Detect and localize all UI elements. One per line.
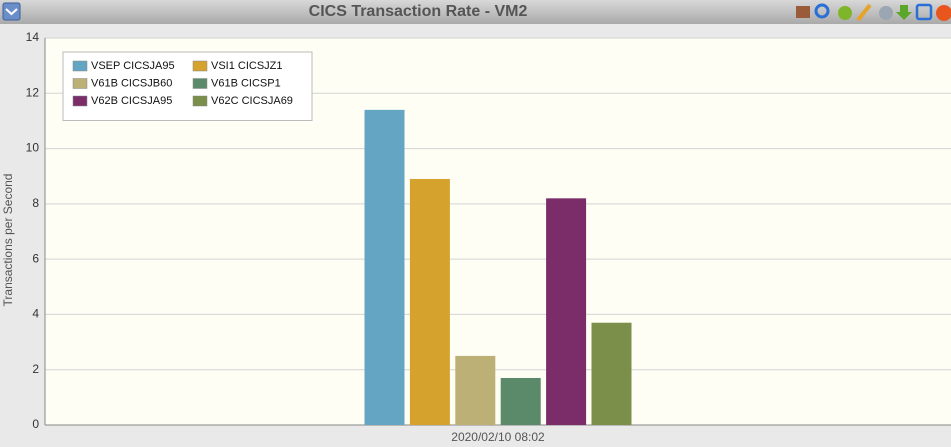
legend-label: V62B CICSJA95 (91, 95, 172, 107)
download-button[interactable] (896, 5, 912, 20)
bar (546, 198, 587, 425)
legend-box (62, 51, 313, 121)
bar (409, 178, 450, 425)
title-bar (0, 0, 951, 24)
y-tick-label: 14 (26, 30, 40, 44)
y-tick-label: 4 (32, 307, 39, 321)
y-tick-label: 2 (32, 362, 39, 376)
legend-label: VSI1 CICSJZ1 (211, 60, 283, 72)
x-tick-label: 2020/02/10 08:02 (451, 430, 545, 444)
toolbar (796, 3, 951, 22)
settings-button[interactable] (879, 6, 893, 20)
export-button[interactable] (796, 6, 810, 18)
pause-button[interactable] (838, 6, 852, 20)
collapse-icon (5, 8, 18, 16)
zoom-button[interactable] (814, 3, 830, 19)
bar (500, 378, 541, 425)
y-tick-label: 0 (32, 417, 39, 431)
legend-swatch (72, 60, 88, 72)
y-tick-label: 8 (32, 196, 39, 210)
edit-button[interactable] (856, 3, 872, 22)
legend-swatch (72, 95, 88, 107)
legend-swatch (72, 78, 88, 89)
y-tick-label: 12 (26, 85, 40, 99)
legend-label: V62C CICSJA69 (211, 95, 293, 107)
legend-label: VSEP CICSJA95 (91, 60, 175, 72)
maximize-button[interactable] (915, 3, 933, 21)
y-tick-label: 6 (32, 251, 39, 265)
close-button[interactable] (936, 5, 951, 21)
collapse-button[interactable] (2, 2, 21, 21)
legend-label: V61B CICSP1 (211, 77, 281, 89)
y-axis-label: Transactions per Second (1, 174, 15, 307)
legend-swatch (192, 78, 208, 89)
bar (455, 355, 496, 425)
chart-title: CICS Transaction Rate - VM2 (309, 3, 528, 20)
legend-swatch (192, 60, 208, 72)
bar (364, 109, 405, 425)
legend-label: V61B CICSJB60 (91, 77, 172, 89)
y-tick-label: 10 (26, 141, 40, 155)
bar (591, 322, 632, 425)
legend-swatch (192, 95, 208, 107)
